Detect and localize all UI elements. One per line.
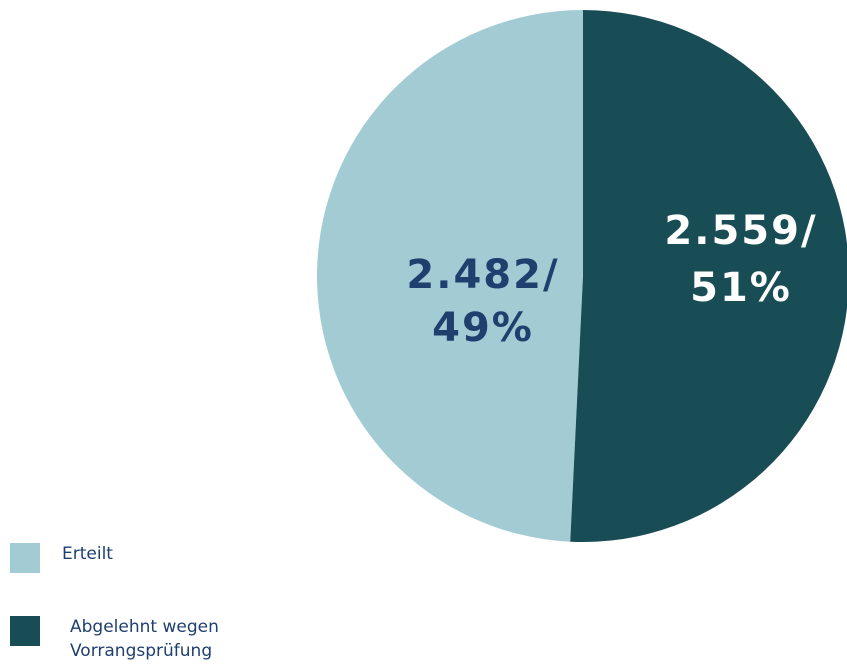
value-label: 2.559/ [664,208,817,254]
legend-swatch [10,616,40,646]
value-label: 51% [690,265,792,311]
legend-item: Erteilt [10,543,262,573]
legend-item: Abgelehnt wegen Vorrangsprüfung [10,616,270,663]
value-label: 49% [432,305,534,351]
pie-slice [317,10,583,542]
pie-slice [570,10,847,542]
value-label: 2.482/ [406,252,559,298]
legend-swatch [10,543,40,573]
legend-label: Abgelehnt wegen Vorrangsprüfung [70,617,219,661]
legend-label: Erteilt [62,544,113,564]
